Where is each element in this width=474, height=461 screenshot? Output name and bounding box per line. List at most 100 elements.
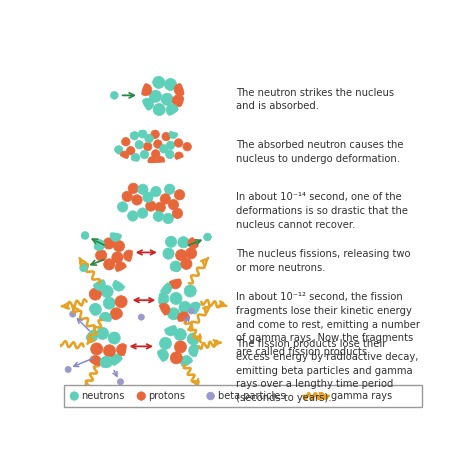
Circle shape: [137, 392, 146, 400]
Circle shape: [179, 301, 191, 313]
Circle shape: [113, 279, 125, 291]
Circle shape: [163, 248, 174, 259]
Circle shape: [65, 366, 71, 372]
Circle shape: [188, 308, 194, 314]
Circle shape: [175, 152, 183, 160]
Circle shape: [164, 78, 177, 90]
Circle shape: [178, 312, 190, 324]
Circle shape: [103, 238, 114, 249]
Circle shape: [185, 248, 197, 259]
Circle shape: [144, 142, 152, 151]
Circle shape: [158, 303, 170, 315]
Text: protons: protons: [148, 391, 185, 401]
Text: neutrons: neutrons: [81, 391, 125, 401]
Circle shape: [100, 356, 112, 368]
Text: beta particles: beta particles: [218, 391, 285, 401]
Circle shape: [108, 332, 120, 344]
Circle shape: [157, 293, 169, 305]
Circle shape: [131, 154, 140, 162]
Circle shape: [101, 285, 113, 298]
Circle shape: [118, 202, 128, 212]
Circle shape: [170, 352, 182, 364]
Circle shape: [160, 282, 172, 294]
Circle shape: [122, 191, 132, 201]
Circle shape: [128, 183, 138, 194]
Circle shape: [93, 278, 105, 290]
Circle shape: [160, 194, 171, 204]
Circle shape: [165, 150, 174, 159]
Circle shape: [165, 236, 177, 248]
Circle shape: [169, 277, 182, 289]
Circle shape: [184, 285, 196, 297]
Circle shape: [128, 211, 138, 221]
Circle shape: [96, 250, 107, 261]
Circle shape: [115, 262, 127, 273]
Circle shape: [153, 77, 165, 89]
Circle shape: [110, 230, 121, 242]
Circle shape: [141, 98, 154, 110]
Circle shape: [152, 150, 160, 158]
Circle shape: [127, 147, 135, 155]
Circle shape: [81, 231, 89, 239]
Circle shape: [151, 186, 161, 197]
Circle shape: [174, 341, 187, 353]
Circle shape: [151, 130, 159, 138]
Circle shape: [103, 297, 115, 309]
Text: The absorbed neutron causes the
nucleus to undergo deformation.: The absorbed neutron causes the nucleus …: [236, 140, 403, 164]
Circle shape: [115, 296, 127, 308]
Circle shape: [137, 208, 148, 218]
Circle shape: [80, 264, 87, 272]
Circle shape: [164, 324, 177, 336]
Circle shape: [189, 344, 201, 357]
Circle shape: [187, 333, 199, 345]
Circle shape: [89, 303, 101, 315]
Circle shape: [91, 343, 103, 355]
Text: gamma rays: gamma rays: [331, 391, 392, 401]
Circle shape: [207, 392, 214, 400]
Circle shape: [174, 328, 186, 341]
FancyBboxPatch shape: [64, 385, 422, 407]
Circle shape: [155, 202, 165, 213]
Circle shape: [181, 258, 192, 269]
Circle shape: [122, 137, 130, 146]
Circle shape: [89, 288, 101, 300]
Circle shape: [110, 308, 122, 320]
Circle shape: [93, 239, 105, 251]
Circle shape: [162, 132, 170, 141]
Circle shape: [188, 237, 199, 248]
Circle shape: [140, 150, 149, 159]
Circle shape: [154, 140, 162, 148]
Circle shape: [120, 151, 129, 160]
Circle shape: [112, 252, 123, 263]
Circle shape: [132, 195, 142, 205]
Circle shape: [173, 208, 182, 219]
Circle shape: [163, 213, 173, 224]
Circle shape: [86, 330, 98, 342]
Circle shape: [161, 93, 173, 105]
Circle shape: [170, 292, 182, 304]
Text: The nucleus fissions, releasing two
or more neutrons.: The nucleus fissions, releasing two or m…: [236, 249, 410, 273]
Circle shape: [113, 241, 125, 252]
Circle shape: [145, 134, 153, 143]
Text: The fission products lose their
excess energy by radioactive decay,
emitting bet: The fission products lose their excess e…: [236, 339, 419, 403]
Text: The neutron strikes the nucleus
and is absorbed.: The neutron strikes the nucleus and is a…: [236, 88, 394, 111]
Circle shape: [143, 192, 153, 202]
Circle shape: [190, 302, 202, 314]
Text: In about 10⁻¹⁴ second, one of the
deformations is so drastic that the
nucleus ca: In about 10⁻¹⁴ second, one of the deform…: [236, 192, 408, 230]
Circle shape: [170, 261, 182, 272]
Circle shape: [146, 201, 156, 211]
Circle shape: [104, 259, 115, 270]
Circle shape: [130, 131, 138, 140]
Circle shape: [178, 236, 189, 248]
Circle shape: [123, 250, 135, 261]
Circle shape: [174, 189, 185, 200]
Circle shape: [148, 157, 156, 165]
Circle shape: [138, 130, 147, 138]
Circle shape: [153, 104, 165, 116]
Circle shape: [160, 145, 168, 153]
Text: In about 10⁻¹² second, the fission
fragments lose their kinetic energy
and come : In about 10⁻¹² second, the fission fragm…: [236, 292, 420, 357]
Circle shape: [149, 90, 162, 102]
Circle shape: [204, 233, 211, 241]
Circle shape: [70, 392, 79, 400]
Circle shape: [168, 308, 180, 320]
